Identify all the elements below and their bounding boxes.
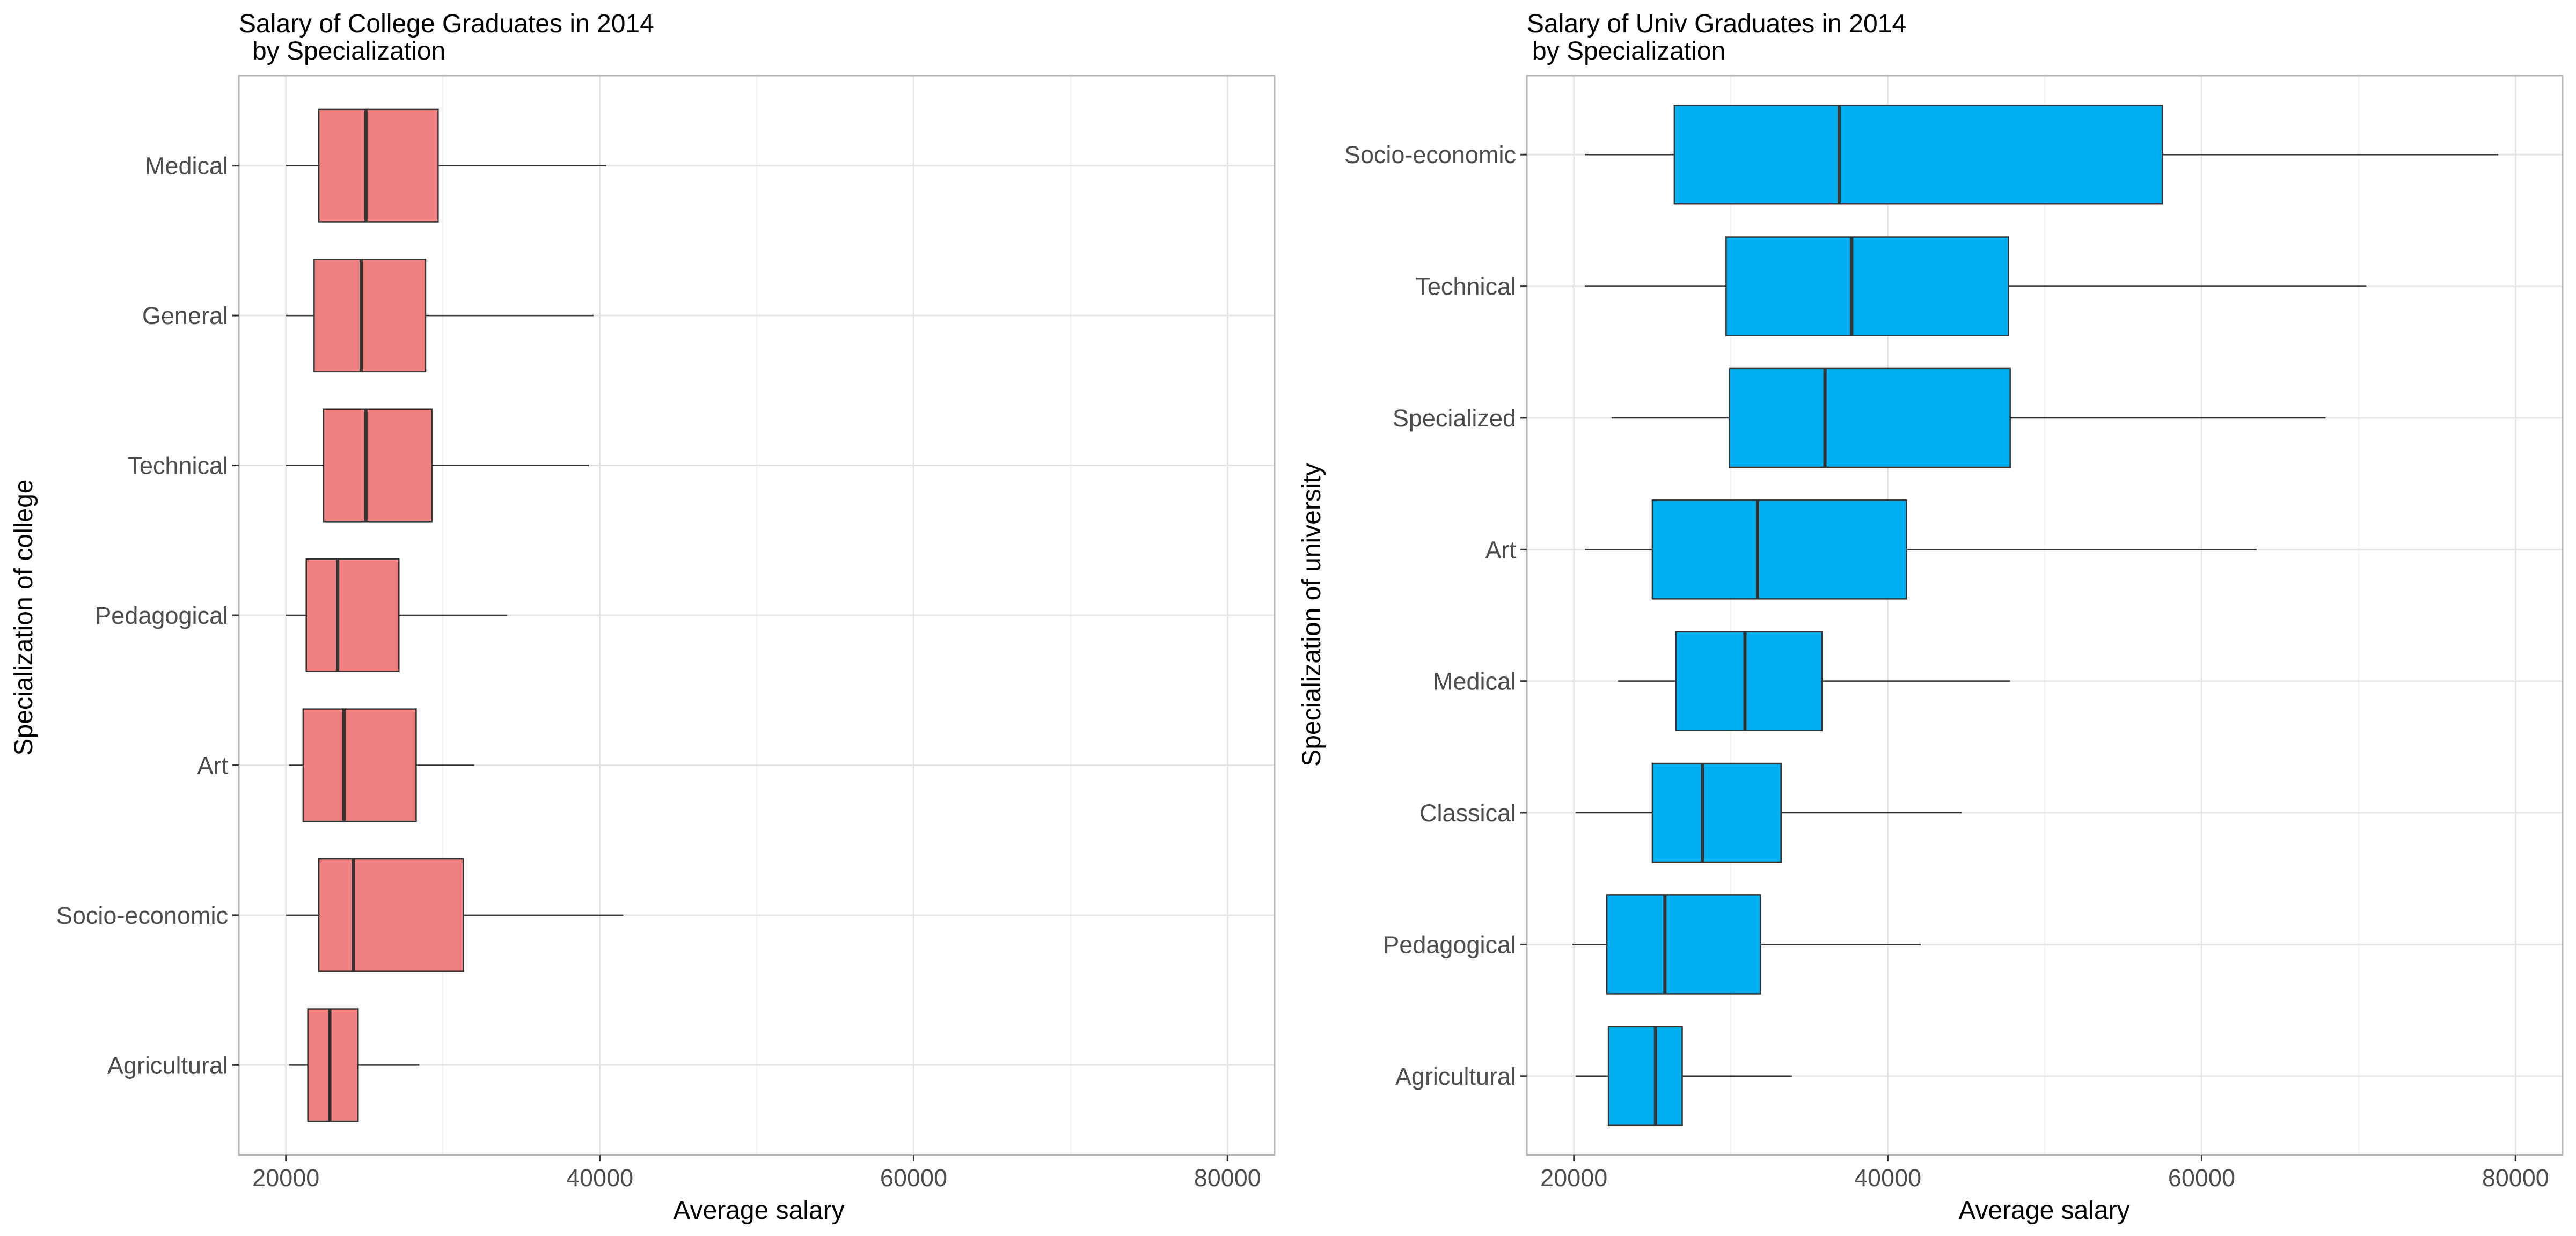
left-x-axis-title: Average salary [673,1196,844,1225]
left-box-pedagogical [286,558,508,673]
right-box-classical [1575,762,1962,863]
left-chart-title: Salary of College Graduates in 2014 [239,10,654,38]
right-y-tick-label: Art [1485,536,1516,563]
left-y-tick-label: Agricultural [107,1051,228,1079]
left-box-rect [302,708,417,822]
left-y-tick-label: Socio-economic [56,902,228,929]
left-box-rect [313,259,427,373]
right-y-tick-label: Pedagogical [1383,931,1516,958]
right-box-rect [1673,104,2163,205]
left-box-rect [318,858,464,972]
right-box-agricultural [1575,1026,1792,1127]
left-box-medical [286,108,606,223]
right-panel: Socio-economic Technical Specialized Art Med… [1344,75,2564,1191]
right-x-tick-label: 80000 [2482,1164,2549,1191]
right-chart-subtitle: by Specialization [1532,37,1725,65]
right-box-rect [1728,367,2011,468]
left-y-tick-label: Pedagogical [95,602,228,629]
right-box-pedagogical [1572,894,1921,995]
left-box-art [289,708,474,822]
right-box-rect [1651,762,1782,863]
left-x-tick-label: 60000 [880,1164,947,1191]
right-y-tick-label: Technical [1415,273,1516,300]
left-box-rect [307,1008,359,1122]
right-y-tick-label: Classical [1419,799,1516,827]
left-y-tick-label: Art [197,752,228,779]
right-box-rect [1606,894,1761,995]
right-x-tick-label: 40000 [1854,1164,1921,1191]
left-panel: Medical General Technical Pedagogical Art Soc… [56,75,1276,1191]
right-panel-border [1526,75,2564,1156]
right-box-rect [1725,236,2009,336]
right-x-tick-label: 60000 [2168,1164,2235,1191]
left-box-rect [318,108,439,223]
left-x-tick-label: 40000 [566,1164,633,1191]
right-x-tick-label: 20000 [1540,1164,1607,1191]
left-chart-subtitle: by Specialization [252,37,445,65]
left-x-tick-label: 20000 [252,1164,319,1191]
right-x-axis-title: Average salary [1958,1196,2129,1225]
left-y-tick-label: Medical [145,152,228,180]
right-y-axis-title: Specialization of university [1298,463,1326,767]
left-y-tick-label: General [142,302,228,329]
left-box-agricultural [289,1008,420,1122]
right-box-rect [1651,499,1907,600]
right-box-specialized [1611,367,2326,468]
right-box-medical [1618,631,2010,731]
left-x-tick-label: 80000 [1194,1164,1261,1191]
right-chart-title: Salary of Univ Graduates in 2014 [1527,10,1906,38]
left-box-rect [305,558,400,673]
left-box-socio-economic [286,858,624,972]
right-y-tick-label: Agricultural [1395,1063,1516,1090]
left-box-technical [286,408,589,523]
left-y-tick-label: Technical [127,452,228,480]
right-box-socio-economic [1585,104,2499,205]
left-box-rect [323,408,433,523]
left-box-general [286,259,594,373]
right-box-rect [1607,1026,1683,1127]
right-box-technical [1585,236,2367,336]
right-y-tick-label: Socio-economic [1344,141,1516,168]
right-y-tick-label: Specialized [1393,404,1516,432]
right-y-tick-label: Medical [1433,668,1516,695]
right-box-art [1585,499,2257,600]
left-y-axis-title: Specialization of college [10,480,38,756]
right-box-rect [1675,631,1823,731]
